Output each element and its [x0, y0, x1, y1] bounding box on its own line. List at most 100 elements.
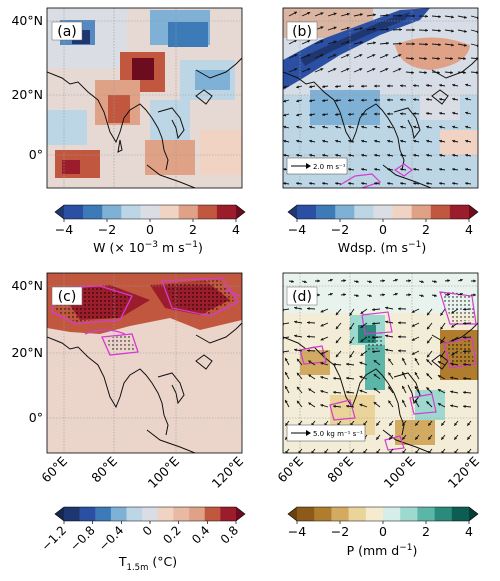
colorbar-swatch: [127, 507, 143, 521]
vector-arrow-head: [281, 336, 284, 339]
colorbar-swatch: [64, 507, 80, 521]
lon-tick-120e: 120°E: [209, 453, 247, 491]
colorbar-swatch: [331, 507, 349, 521]
colorbar-extend-left: [288, 507, 297, 521]
panel-label-a: (a): [57, 24, 77, 40]
vector-arrow-head: [281, 322, 284, 325]
colorbar-swatch: [198, 205, 217, 219]
colorbar-swatch: [142, 507, 158, 521]
colorbar-swatch: [83, 205, 102, 219]
lon-tick-100e: 100°E: [145, 453, 183, 491]
colorbar-swatch: [393, 205, 412, 219]
colorbar-tick-label: −2: [331, 222, 349, 237]
colorbar-swatch: [297, 205, 316, 219]
lon-tick-60e: 60°E: [274, 453, 306, 485]
colorbar-swatch: [452, 507, 470, 521]
colorbar-swatch: [354, 205, 373, 219]
panel-label-c: (c): [58, 289, 77, 305]
colorbar-swatch: [450, 205, 469, 219]
colorbar-b: −4 −2 0 2 4: [288, 205, 478, 237]
panel-label-b: (b): [292, 24, 312, 40]
reference-arrow-label: 5.0 kg m⁻¹ s⁻¹: [313, 430, 363, 438]
colorbar-swatch: [173, 507, 189, 521]
colorbar-swatch: [158, 507, 174, 521]
colorbar-swatch: [179, 205, 198, 219]
colorbar-tick-label: −4: [55, 222, 73, 237]
colorbar-swatch: [373, 205, 392, 219]
panel-c: (c) 40°N 20°N 0° 60°E 80°E 100°E 120°E: [11, 273, 246, 491]
colorbar-a-label: W (× 10−3 m s−1): [93, 240, 203, 255]
lon-tick-60e: 60°E: [38, 453, 70, 485]
colorbar-extend-left: [55, 507, 64, 521]
colorbar-swatch: [400, 507, 418, 521]
colorbar-swatch: [111, 507, 127, 521]
colorbar-extend-left: [55, 205, 64, 219]
reference-arrow-b: 2.0 m s⁻¹: [287, 158, 347, 174]
colorbar-tick-label: 0.2: [160, 523, 183, 546]
colorbar-tick-label: 4: [465, 524, 473, 539]
colorbar-swatch: [95, 507, 111, 521]
colorbar-extend-right: [236, 507, 245, 521]
colorbar-extend-left: [288, 205, 297, 219]
colorbar-tick-label: 2: [422, 524, 430, 539]
colorbar-tick-label: 0.4: [189, 523, 212, 546]
colorbar-extend-right: [469, 507, 478, 521]
colorbar-tick-label: 2: [422, 222, 430, 237]
colorbar-swatch: [80, 507, 96, 521]
colorbar-swatch: [314, 507, 332, 521]
colorbar-tick-label: −4: [288, 524, 306, 539]
colorbar-b-label: Wdsp. (m s−1): [338, 240, 426, 255]
colorbar-tick-label: −2: [98, 222, 116, 237]
colorbar-swatch: [102, 205, 121, 219]
colorbar-swatch: [383, 507, 401, 521]
vector-arrow-head: [281, 308, 284, 311]
colorbar-tick-label: 0: [379, 524, 387, 539]
colorbar-a: −4 −2 0 2 4: [55, 205, 245, 237]
colorbar-swatch: [435, 507, 453, 521]
colorbar-swatch: [121, 205, 140, 219]
colorbar-swatch: [417, 507, 435, 521]
colorbar-tick-label: 0.8: [218, 523, 241, 546]
lon-tick-80e: 80°E: [324, 453, 356, 485]
colorbar-swatch: [297, 507, 315, 521]
panel-a: (a) 40°N 20°N 0°: [11, 8, 242, 188]
colorbar-swatch: [431, 205, 450, 219]
colorbar-swatch: [316, 205, 335, 219]
colorbar-tick-label: 0: [140, 523, 155, 538]
colorbar-swatch: [160, 205, 179, 219]
colorbar-swatch: [189, 507, 205, 521]
lat-tick-20n: 20°N: [11, 345, 43, 360]
colorbar-swatch: [349, 507, 367, 521]
colorbar-tick-label: 0: [379, 222, 387, 237]
lon-tick-80e: 80°E: [88, 453, 120, 485]
colorbar-tick-label: 4: [465, 222, 473, 237]
colorbar-tick-label: 0: [146, 222, 154, 237]
colorbar-swatch: [366, 507, 384, 521]
colorbar-tick-label: −1.2: [39, 523, 70, 554]
colorbar-tick-label: −4: [288, 222, 306, 237]
colorbar-tick-label: −0.4: [96, 523, 127, 554]
colorbar-c-label: T1.5m (°C): [118, 554, 177, 573]
lon-tick-100e: 100°E: [381, 453, 419, 491]
vector-arrow-head: [281, 350, 284, 353]
colorbar-tick-label: 4: [232, 222, 240, 237]
lat-tick-40n: 40°N: [11, 278, 43, 293]
lon-tick-120e: 120°E: [445, 453, 483, 491]
colorbar-tick-label: 2: [189, 222, 197, 237]
lat-tick-0: 0°: [29, 410, 43, 425]
reference-arrow-d: 5.0 kg m⁻¹ s⁻¹: [287, 425, 365, 441]
colorbar-swatch: [140, 205, 159, 219]
panel-label-d: (d): [292, 289, 312, 305]
colorbar-swatch: [217, 205, 236, 219]
panel-d: (d) 5.0 kg m⁻¹ s⁻¹ 60°E 80°E 100°E 120°E: [274, 273, 482, 491]
colorbar-extend-right: [469, 205, 478, 219]
colorbar-swatch: [335, 205, 354, 219]
colorbar-d-label: P (mm d−1): [347, 543, 418, 558]
colorbar-swatch: [205, 507, 221, 521]
panel-b: (b) 2.0 m s⁻¹: [283, 8, 480, 188]
lat-tick-20n: 20°N: [11, 87, 43, 102]
colorbar-extend-right: [236, 205, 245, 219]
colorbar-swatch: [412, 205, 431, 219]
